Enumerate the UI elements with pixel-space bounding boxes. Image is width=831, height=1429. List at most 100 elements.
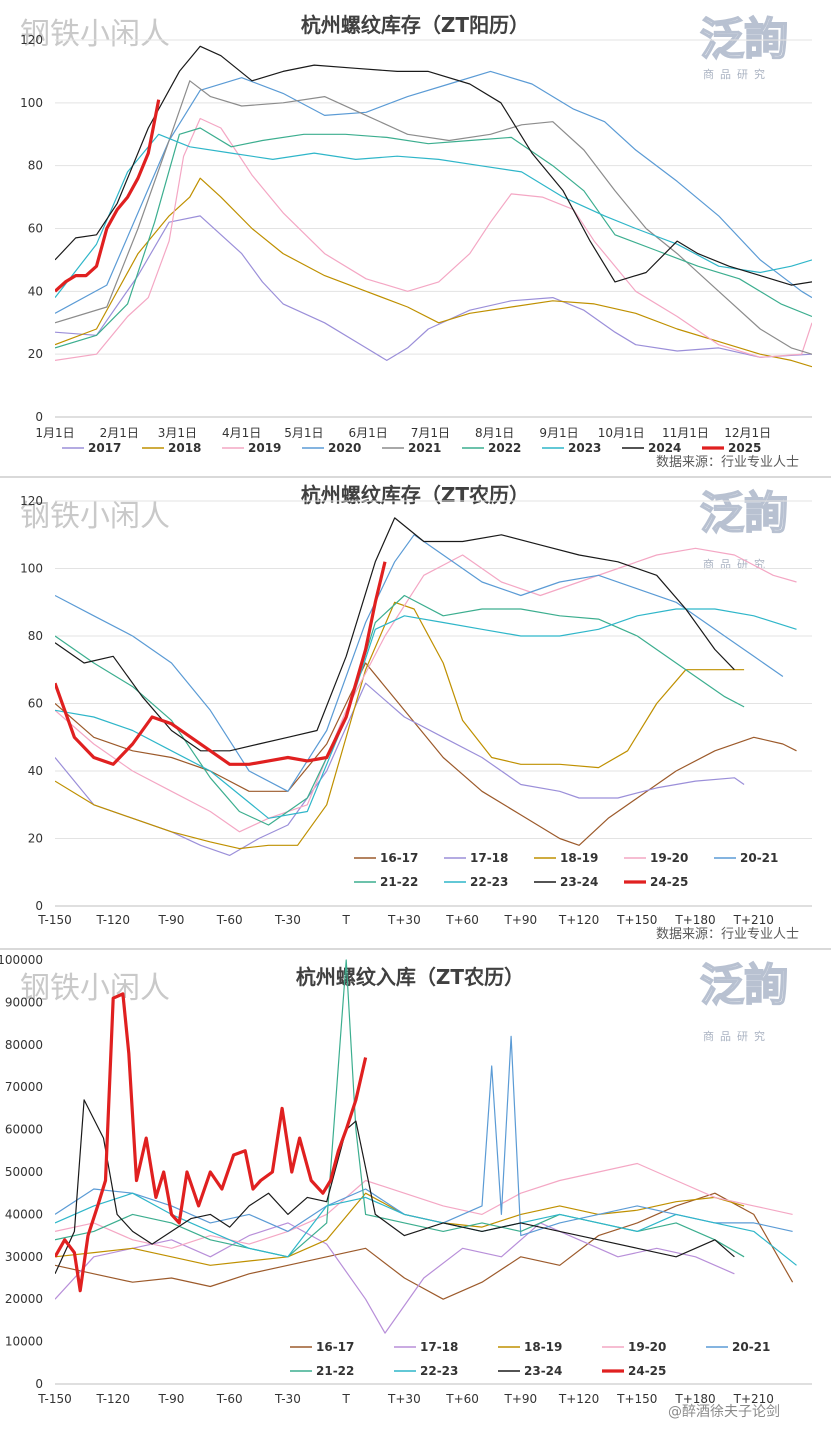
y-tick-label: 0	[35, 899, 43, 913]
series-line-17-18	[55, 1222, 735, 1334]
legend-label: 18-19	[524, 1340, 562, 1354]
series-line-20-21	[55, 534, 784, 792]
y-tick-label: 120	[20, 33, 43, 47]
series-line-2020	[55, 70, 812, 314]
series-line-23-24	[55, 1099, 735, 1275]
legend-label: 2019	[248, 441, 281, 455]
x-tick-label: T-60	[216, 913, 243, 927]
legend-label: 2024	[648, 441, 681, 455]
x-tick-label: 10月1日	[598, 426, 645, 440]
legend-label: 19-20	[650, 851, 688, 865]
brand-logo: 泛詢 商品研究	[699, 959, 789, 1043]
x-tick-label: T-120	[95, 1392, 129, 1406]
legend-label: 16-17	[316, 1340, 354, 1354]
source-note: 数据来源：行业专业人士	[656, 455, 799, 470]
series-line-18-19	[55, 601, 745, 850]
series-line-19-20	[55, 547, 797, 833]
series-group	[55, 45, 812, 368]
chart-title: 杭州螺纹入库（ZT农历）	[296, 965, 524, 989]
x-tick-label: T+210	[733, 1392, 774, 1406]
legend-label: 21-22	[316, 1364, 354, 1378]
x-tick-label: T-120	[95, 913, 129, 927]
y-tick-label: 60	[28, 697, 43, 711]
series-line-21-22	[55, 594, 745, 826]
x-tick-label: 3月1日	[158, 426, 197, 440]
watermark: 钢铁小闲人	[20, 17, 170, 52]
series-line-17-18	[55, 682, 745, 856]
y-tick-label: 60000	[5, 1123, 43, 1137]
y-tick-label: 20000	[5, 1292, 43, 1306]
series-line-2018	[55, 177, 812, 368]
series-line-24-25	[55, 992, 368, 1293]
x-tick-label: T-150	[37, 1392, 71, 1406]
y-tick-label: 40000	[5, 1207, 43, 1221]
y-tick-label: 20	[28, 832, 43, 846]
panel-divider	[0, 948, 831, 950]
legend-label: 2017	[88, 441, 121, 455]
series-line-22-23	[55, 1192, 797, 1266]
legend-label: 2020	[328, 441, 361, 455]
x-tick-label: 9月1日	[539, 426, 578, 440]
legend-label: 22-23	[420, 1364, 458, 1378]
brand-logo: 泛詢 商品研究	[699, 487, 789, 571]
x-tick-label: 7月1日	[411, 426, 450, 440]
legend-label: 24-25	[628, 1364, 666, 1378]
y-tick-label: 10000	[5, 1335, 43, 1349]
legend-label: 18-19	[560, 851, 598, 865]
chart-title: 杭州螺纹库存（ZT阳历）	[301, 13, 529, 37]
weibo-signature: @醉酒徐夫子论剑	[668, 1404, 780, 1420]
legend-label: 23-24	[524, 1364, 562, 1378]
legend-label: 23-24	[560, 875, 598, 889]
x-tick-label: T+150	[616, 1392, 657, 1406]
logo-main-text: 泛詢	[700, 960, 788, 1011]
legend-label: 2025	[728, 441, 761, 455]
x-tick-label: 12月1日	[724, 426, 771, 440]
series-line-16-17	[55, 1192, 794, 1300]
x-tick-label: 8月1日	[475, 426, 514, 440]
y-tick-label: 50000	[5, 1165, 43, 1179]
source-note: 数据来源：行业专业人士	[656, 927, 799, 942]
y-tick-label: 80	[28, 629, 43, 643]
series-line-16-17	[55, 662, 797, 846]
legend-label: 2021	[408, 441, 441, 455]
x-tick-label: T+180	[674, 913, 715, 927]
x-tick-label: T-90	[158, 1392, 185, 1406]
x-tick-label: T+120	[558, 1392, 599, 1406]
x-tick-label: T+60	[445, 913, 479, 927]
y-tick-label: 60	[28, 222, 43, 236]
series-line-2017	[55, 215, 812, 361]
x-tick-label: T+30	[387, 1392, 421, 1406]
series-line-2023	[55, 133, 812, 298]
x-tick-label: T-30	[274, 1392, 301, 1406]
chart-panel-solar-inventory: 钢铁小闲人 泛詢 商品研究 杭州螺纹库存（ZT阳历） 数据来源：行业专业人士 0…	[0, 0, 831, 476]
x-tick-label: T+30	[387, 913, 421, 927]
series-group	[55, 959, 797, 1334]
y-tick-label: 90000	[5, 995, 43, 1009]
y-tick-label: 70000	[5, 1080, 43, 1094]
series-line-19-20	[55, 1162, 793, 1249]
y-tick-label: 120	[20, 494, 43, 508]
watermark: 钢铁小闲人	[20, 971, 170, 1006]
y-tick-label: 80000	[5, 1038, 43, 1052]
x-tick-label: T+120	[558, 913, 599, 927]
legend-label: 2023	[568, 441, 601, 455]
x-tick-label: T	[341, 1392, 350, 1406]
series-line-20-21	[55, 1035, 793, 1237]
chart-lunar-inventory: 钢铁小闲人 泛詢 商品研究 杭州螺纹库存（ZT农历） 数据来源：行业专业人士 0…	[20, 483, 812, 942]
y-tick-label: 40	[28, 284, 43, 298]
x-tick-label: T+60	[445, 1392, 479, 1406]
x-tick-label: T-150	[37, 913, 71, 927]
logo-main-text: 泛詢	[700, 488, 788, 539]
series-line-2024	[55, 45, 812, 286]
y-tick-label: 0	[35, 410, 43, 424]
x-tick-label: T+180	[674, 1392, 715, 1406]
chart-solar-inventory: 钢铁小闲人 泛詢 商品研究 杭州螺纹库存（ZT阳历） 数据来源：行业专业人士 0…	[20, 13, 812, 470]
panel-divider	[0, 476, 831, 478]
x-tick-label: T+150	[616, 913, 657, 927]
y-tick-label: 20	[28, 347, 43, 361]
y-tick-label: 0	[35, 1377, 43, 1391]
x-tick-label: T	[341, 913, 350, 927]
legend-label: 2018	[168, 441, 201, 455]
y-tick-label: 100	[20, 562, 43, 576]
chart-title: 杭州螺纹库存（ZT农历）	[301, 483, 529, 507]
